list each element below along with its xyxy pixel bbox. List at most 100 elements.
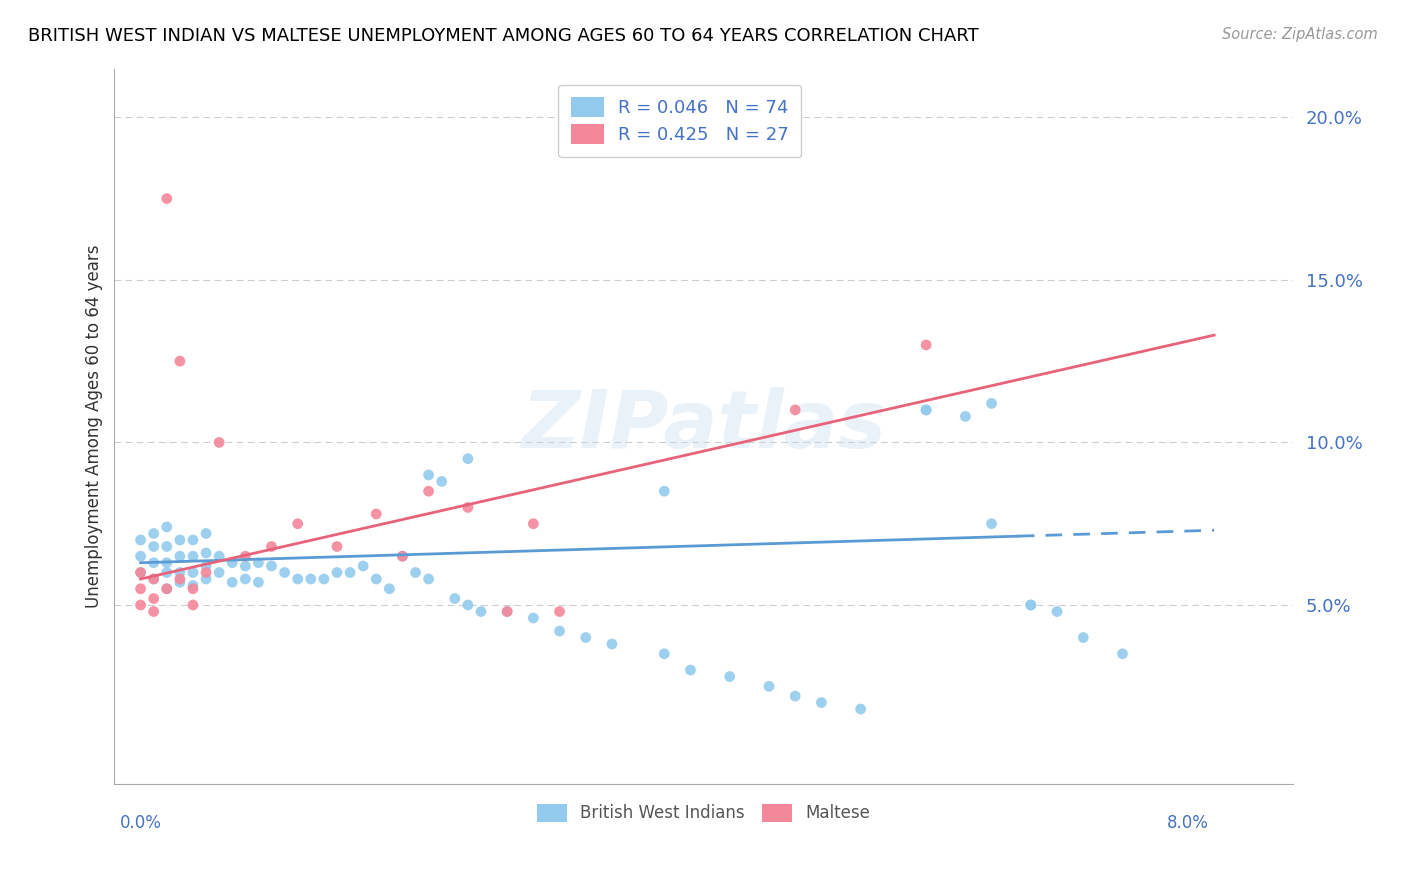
Point — [980, 516, 1002, 531]
Point — [208, 435, 231, 450]
Point — [915, 338, 938, 352]
Point — [1111, 647, 1133, 661]
Point — [1019, 598, 1042, 612]
Point — [652, 484, 675, 499]
Point — [378, 582, 401, 596]
Point — [679, 663, 702, 677]
Point — [785, 689, 807, 703]
Point — [181, 578, 204, 592]
Point — [221, 575, 243, 590]
Point — [457, 451, 479, 466]
Text: ZIPatlas: ZIPatlas — [522, 387, 886, 466]
Point — [443, 591, 465, 606]
Point — [129, 582, 152, 596]
Point — [457, 500, 479, 515]
Point — [980, 396, 1002, 410]
Point — [195, 572, 218, 586]
Point — [142, 591, 165, 606]
Point — [169, 566, 191, 580]
Point — [652, 647, 675, 661]
Point — [233, 572, 256, 586]
Point — [849, 702, 872, 716]
Point — [169, 549, 191, 564]
Point — [496, 605, 519, 619]
Point — [221, 556, 243, 570]
Point — [181, 549, 204, 564]
Point — [195, 526, 218, 541]
Point — [326, 540, 349, 554]
Point — [156, 582, 179, 596]
Point — [352, 559, 374, 574]
Point — [129, 533, 152, 547]
Point — [915, 403, 938, 417]
Point — [195, 546, 218, 560]
Point — [1071, 631, 1094, 645]
Point — [522, 611, 544, 625]
Point — [287, 572, 309, 586]
Point — [142, 572, 165, 586]
Point — [758, 679, 780, 693]
Point — [233, 559, 256, 574]
Point — [366, 507, 388, 521]
Point — [195, 566, 218, 580]
Point — [156, 540, 179, 554]
Point — [260, 540, 283, 554]
Point — [457, 598, 479, 612]
Point — [208, 549, 231, 564]
Point — [299, 572, 322, 586]
Text: 8.0%: 8.0% — [1167, 814, 1209, 832]
Point — [142, 526, 165, 541]
Point — [418, 484, 440, 499]
Point — [810, 696, 832, 710]
Point — [181, 598, 204, 612]
Point — [391, 549, 413, 564]
Point — [785, 403, 807, 417]
Point — [233, 549, 256, 564]
Point — [208, 566, 231, 580]
Point — [430, 475, 453, 489]
Point — [326, 566, 349, 580]
Point — [548, 605, 571, 619]
Point — [169, 354, 191, 368]
Point — [247, 556, 270, 570]
Text: BRITISH WEST INDIAN VS MALTESE UNEMPLOYMENT AMONG AGES 60 TO 64 YEARS CORRELATIO: BRITISH WEST INDIAN VS MALTESE UNEMPLOYM… — [28, 27, 979, 45]
Point — [129, 598, 152, 612]
Point — [273, 566, 295, 580]
Point — [470, 605, 492, 619]
Point — [287, 516, 309, 531]
Point — [181, 533, 204, 547]
Point — [156, 192, 179, 206]
Point — [915, 403, 938, 417]
Point — [181, 582, 204, 596]
Text: Source: ZipAtlas.com: Source: ZipAtlas.com — [1222, 27, 1378, 42]
Point — [718, 669, 741, 683]
Point — [156, 566, 179, 580]
Point — [142, 556, 165, 570]
Point — [129, 549, 152, 564]
Point — [339, 566, 361, 580]
Point — [1046, 605, 1069, 619]
Point — [575, 631, 598, 645]
Legend: British West Indians, Maltese: British West Indians, Maltese — [530, 797, 876, 830]
Point — [260, 559, 283, 574]
Y-axis label: Unemployment Among Ages 60 to 64 years: Unemployment Among Ages 60 to 64 years — [86, 244, 103, 608]
Point — [142, 572, 165, 586]
Point — [312, 572, 335, 586]
Point — [247, 575, 270, 590]
Point — [391, 549, 413, 564]
Point — [169, 572, 191, 586]
Point — [405, 566, 427, 580]
Point — [142, 605, 165, 619]
Point — [600, 637, 623, 651]
Point — [156, 556, 179, 570]
Text: 0.0%: 0.0% — [120, 814, 162, 832]
Point — [156, 520, 179, 534]
Point — [366, 572, 388, 586]
Point — [496, 605, 519, 619]
Point — [129, 566, 152, 580]
Point — [156, 582, 179, 596]
Point — [129, 566, 152, 580]
Point — [181, 566, 204, 580]
Point — [522, 516, 544, 531]
Point — [418, 467, 440, 482]
